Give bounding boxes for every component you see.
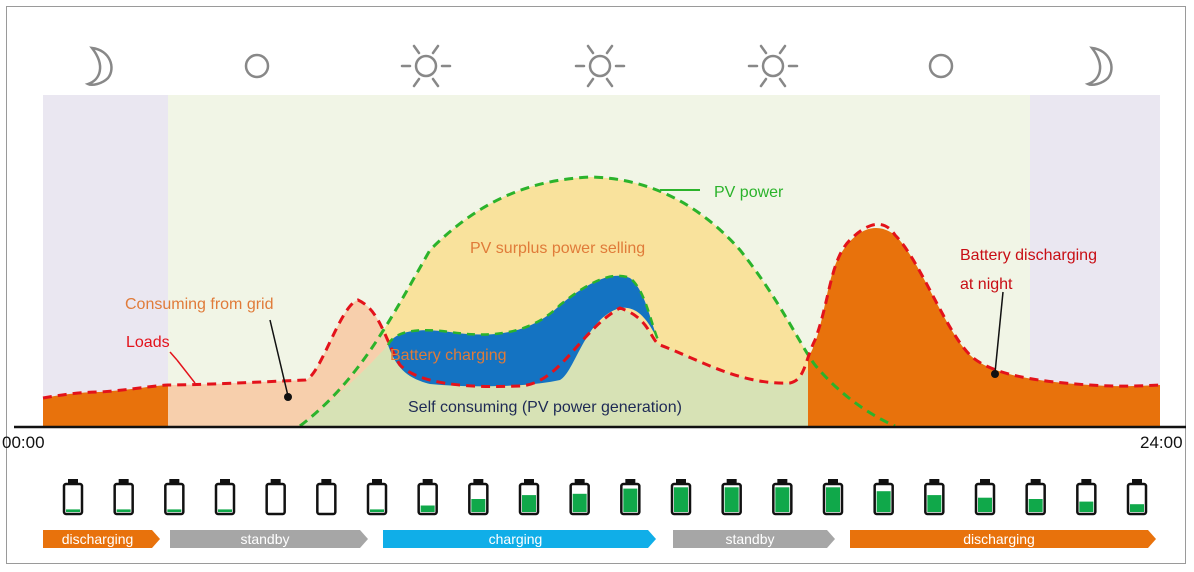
battery-icon bbox=[417, 479, 438, 516]
battery-icon bbox=[164, 479, 185, 516]
battery-icon bbox=[1126, 479, 1148, 516]
night-leader-dot bbox=[991, 370, 999, 378]
phase-arrow-discharging: discharging bbox=[43, 530, 160, 548]
phase-label: discharging bbox=[963, 531, 1035, 547]
battery-icon bbox=[1025, 479, 1046, 516]
battery-icon bbox=[620, 479, 641, 516]
battery-icon bbox=[873, 479, 894, 516]
battery-icon bbox=[316, 479, 337, 516]
time-start-label: 00:00 bbox=[2, 433, 45, 452]
battery-icon bbox=[924, 479, 945, 516]
battery-icon bbox=[265, 479, 286, 516]
battery-icon bbox=[1076, 479, 1097, 516]
battery-icon bbox=[569, 479, 590, 516]
battery-icon bbox=[974, 479, 996, 516]
night-band-morning bbox=[43, 95, 168, 428]
battery-night-label-line1: Battery discharging bbox=[960, 247, 1097, 264]
pv-power-line bbox=[299, 175, 896, 428]
self-consuming-label: Self consuming (PV power generation) bbox=[408, 399, 682, 416]
loads-label: Loads bbox=[126, 334, 170, 351]
phase-label: charging bbox=[489, 531, 543, 547]
night-discharge-evening-area bbox=[808, 227, 1160, 426]
cloud-icon bbox=[244, 53, 270, 79]
battery-charging-area bbox=[388, 275, 658, 387]
phase-label: standby bbox=[240, 531, 289, 547]
phase-arrow-standby: standby bbox=[170, 530, 368, 548]
battery-icon-row bbox=[62, 479, 1148, 516]
self-consuming-area bbox=[300, 308, 895, 426]
cloud-icon bbox=[928, 53, 954, 79]
sun-icon bbox=[400, 44, 452, 88]
consuming-grid-label: Consuming from grid bbox=[125, 296, 274, 313]
night-discharge-morning-area bbox=[43, 385, 168, 426]
night-leader-line bbox=[994, 291, 1004, 374]
phase-arrow-row: discharging standby charging standby dischar… bbox=[43, 530, 1156, 548]
grid-leader-dot bbox=[284, 393, 292, 401]
battery-icon bbox=[721, 479, 742, 516]
loads-leader-line bbox=[169, 351, 178, 361]
grid-leader-line bbox=[269, 319, 289, 397]
battery-night-label-line2: at night bbox=[960, 276, 1013, 293]
battery-icon bbox=[468, 479, 489, 516]
time-end-label: 24:00 bbox=[1140, 433, 1183, 452]
battery-icon bbox=[62, 479, 84, 516]
pv-power-label: PV power bbox=[714, 184, 784, 201]
battery-charging-edge bbox=[386, 274, 660, 346]
battery-icon bbox=[518, 479, 540, 516]
phase-label: discharging bbox=[62, 531, 134, 547]
loads-leader-line-2 bbox=[176, 359, 196, 384]
load-line bbox=[42, 222, 1161, 400]
moon-icon bbox=[1084, 46, 1113, 86]
battery-icon bbox=[670, 479, 692, 516]
sky-icon-row bbox=[84, 44, 1113, 88]
battery-icon bbox=[772, 479, 793, 516]
sun-icon bbox=[574, 44, 626, 88]
battery-icon bbox=[113, 479, 134, 516]
phase-arrow-discharging: discharging bbox=[850, 530, 1156, 548]
phase-arrow-charging: charging bbox=[383, 530, 656, 548]
diagram-frame bbox=[6, 6, 1186, 564]
moon-icon bbox=[84, 46, 113, 86]
battery-charging-label: Battery charging bbox=[390, 347, 507, 364]
sun-icon bbox=[747, 44, 799, 88]
phase-label: standby bbox=[725, 531, 774, 547]
phase-arrow-standby: standby bbox=[673, 530, 835, 548]
battery-icon bbox=[366, 479, 388, 516]
battery-icon bbox=[822, 479, 844, 516]
night-band-evening bbox=[1030, 95, 1160, 428]
pv-surplus-label: PV surplus power selling bbox=[470, 240, 645, 257]
battery-icon bbox=[214, 479, 236, 516]
